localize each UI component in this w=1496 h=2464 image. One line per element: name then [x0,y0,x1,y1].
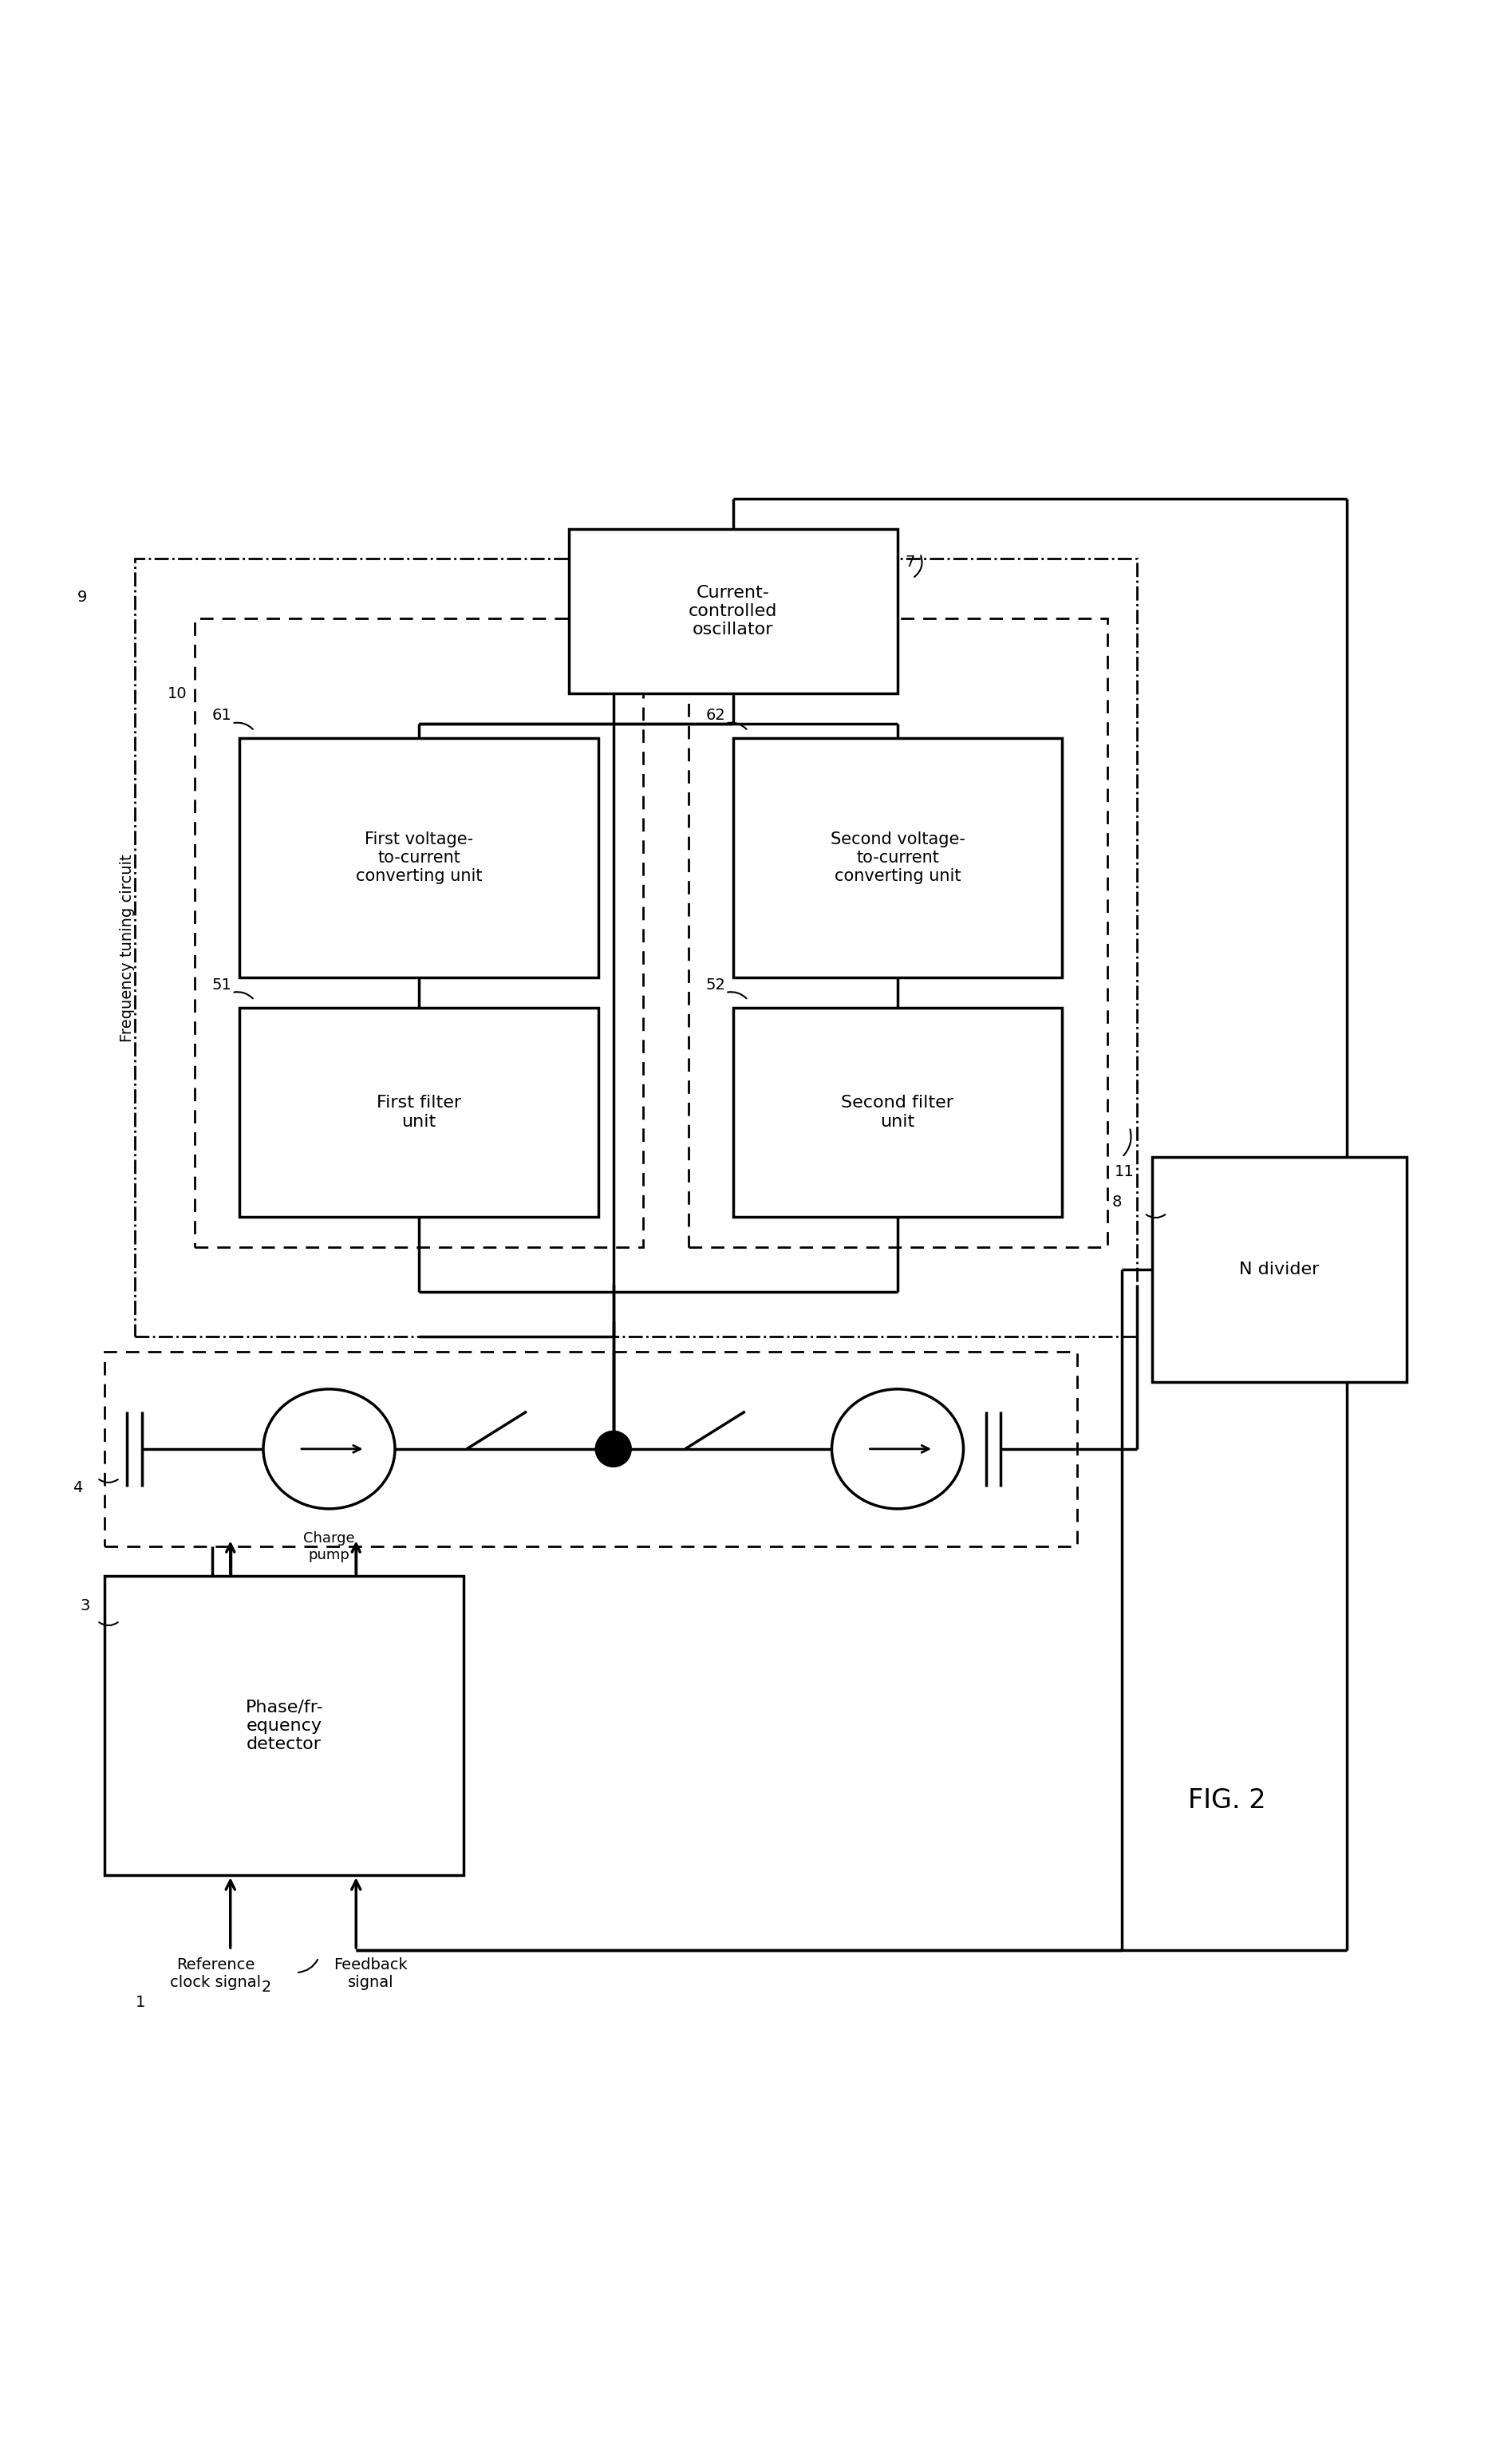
Text: Second filter
unit: Second filter unit [841,1094,954,1129]
Ellipse shape [832,1390,963,1508]
Text: Current-
controlled
oscillator: Current- controlled oscillator [688,584,778,638]
Text: Phase/fr-
equency
detector: Phase/fr- equency detector [245,1700,323,1752]
Text: First filter
unit: First filter unit [377,1094,461,1129]
Text: 61: 61 [212,707,232,724]
Text: FIG. 2: FIG. 2 [1188,1786,1266,1814]
Circle shape [595,1432,631,1466]
FancyBboxPatch shape [105,1577,464,1875]
Text: 52: 52 [706,978,726,993]
FancyBboxPatch shape [239,739,598,978]
FancyBboxPatch shape [733,739,1062,978]
Text: 10: 10 [168,687,187,702]
Text: Feedback
signal: Feedback signal [334,1956,408,1991]
Text: N divider: N divider [1239,1262,1319,1276]
Text: 1: 1 [136,1996,145,2011]
Text: 51: 51 [212,978,232,993]
FancyBboxPatch shape [733,1008,1062,1217]
Text: 7: 7 [905,554,916,569]
Text: Charge
pump: Charge pump [304,1530,355,1562]
Text: Reference
clock signal: Reference clock signal [171,1956,260,1991]
Ellipse shape [263,1390,395,1508]
Text: 11: 11 [1115,1165,1134,1180]
Text: Frequency tuning circuit: Frequency tuning circuit [120,853,135,1042]
FancyBboxPatch shape [239,1008,598,1217]
Text: 4: 4 [72,1481,82,1496]
Text: 9: 9 [78,589,87,606]
Text: 2: 2 [262,1981,271,1996]
Text: 8: 8 [1112,1195,1122,1210]
Text: Second voltage-
to-current
converting unit: Second voltage- to-current converting un… [830,830,965,885]
FancyBboxPatch shape [1152,1158,1406,1382]
Text: 3: 3 [79,1599,90,1614]
FancyBboxPatch shape [568,530,898,692]
Text: 62: 62 [706,707,726,724]
Text: First voltage-
to-current
converting unit: First voltage- to-current converting uni… [356,830,482,885]
